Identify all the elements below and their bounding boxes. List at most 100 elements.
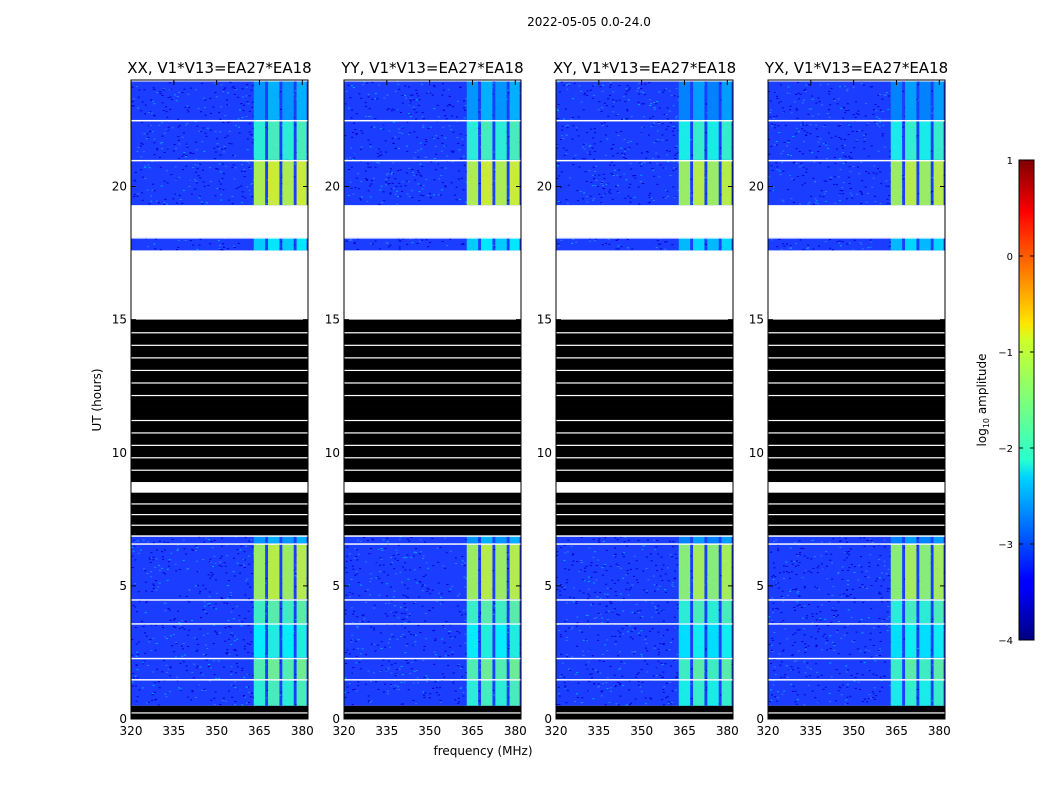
noise-speck [156,149,159,151]
noise-speck [665,150,668,152]
noise-speck [423,584,426,586]
noise-speck [464,642,467,644]
noise-speck [821,649,824,651]
noise-speck [413,174,416,176]
noise-speck [605,242,608,244]
noise-speck [640,174,643,176]
noise-speck [178,176,181,178]
noise-speck [415,174,418,176]
noise-speck [236,638,239,640]
noise-speck [600,183,603,185]
noise-speck [829,247,832,249]
noise-speck [146,133,149,135]
noise-speck [246,161,249,163]
noise-speck [565,602,568,604]
noise-speck [150,112,153,114]
noise-speck [778,238,781,240]
noise-speck [235,124,238,126]
noise-speck [612,143,615,145]
noise-speck [403,636,406,638]
noise-speck [153,585,156,587]
noise-speck [690,698,693,700]
flag-gap-line [556,369,733,372]
noise-speck [644,83,647,85]
noise-speck [825,642,828,644]
noise-speck [369,196,372,198]
noise-speck [836,241,839,243]
noise-speck [219,703,222,705]
noise-speck [794,243,797,245]
noise-speck [664,189,667,191]
noise-speck [462,189,465,191]
noise-speck [563,559,566,561]
noise-speck [459,133,462,135]
panel-title: YY, V1*V13=EA27*EA18 [340,59,523,77]
segment-gap-line [768,543,945,545]
noise-speck [380,185,383,187]
noise-speck [422,555,425,557]
noise-speck [175,570,178,572]
noise-speck [195,171,198,173]
noise-speck [378,84,381,86]
noise-speck [575,129,578,131]
x-tick-label: 335 [587,724,610,738]
noise-speck [564,108,567,110]
noise-speck [846,589,849,591]
noise-speck [675,676,678,678]
noise-speck [839,245,842,247]
noise-speck [222,91,225,93]
noise-speck [831,595,834,597]
noise-speck [359,653,362,655]
noise-speck [406,243,409,245]
segment-gap-line [768,657,945,660]
noise-speck [666,601,669,603]
noise-speck [152,183,155,185]
noise-speck [294,570,297,572]
noise-speck [213,82,216,84]
noise-speck [568,627,571,629]
noise-speck [888,246,891,248]
noise-speck [845,541,848,543]
noise-speck [658,107,661,109]
noise-speck [368,700,371,702]
noise-speck [194,585,197,587]
noise-speck [212,106,215,108]
noise-speck [240,545,243,547]
noise-speck [834,700,837,702]
data-segment [556,80,733,120]
noise-speck [813,556,816,558]
data-segment [344,543,521,600]
flag-gap-line [131,469,308,471]
noise-speck [805,617,808,619]
noise-speck [395,673,398,675]
noise-speck [158,564,161,566]
noise-speck [674,196,677,198]
noise-speck [597,540,600,542]
noise-speck [607,619,610,621]
noise-speck [575,127,578,129]
noise-speck [402,238,405,240]
noise-speck [436,680,439,682]
noise-speck [432,137,435,139]
noise-speck [409,673,412,675]
noise-speck [154,699,157,701]
noise-speck [780,676,783,678]
noise-speck [859,191,862,193]
noise-speck [805,570,808,572]
noise-speck [781,693,784,695]
noise-speck [642,92,645,94]
noise-speck [396,81,399,83]
rfi-stripe [495,623,507,658]
noise-speck [417,170,420,172]
noise-speck [803,694,806,696]
noise-speck [848,653,851,655]
noise-speck [134,583,137,585]
rfi-stripe [693,80,705,120]
noise-speck [155,200,158,202]
noise-speck [360,97,363,99]
noise-speck [433,108,436,110]
noise-speck [492,694,495,696]
noise-speck [609,690,612,692]
noise-speck [572,553,575,555]
noise-speck [812,248,815,250]
